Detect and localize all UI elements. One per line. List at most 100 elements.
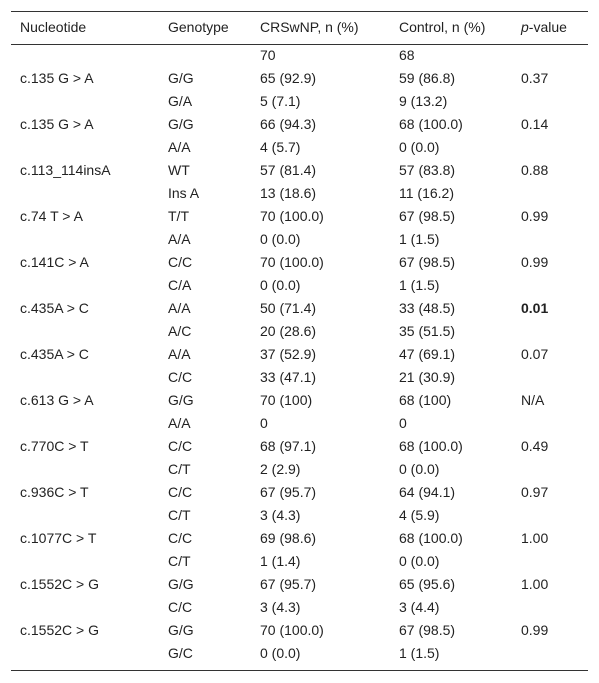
table-cell: 0 (0.0) bbox=[399, 461, 440, 477]
table-cell: 0 bbox=[399, 415, 407, 431]
table-cell: 2 (2.9) bbox=[260, 461, 301, 477]
table-cell: 20 (28.6) bbox=[260, 323, 317, 339]
table-cell: 33 (47.1) bbox=[260, 369, 317, 385]
table-cell: c.1552C > G bbox=[20, 622, 99, 638]
table-cell: C/C bbox=[168, 369, 193, 385]
table-cell: C/C bbox=[168, 438, 193, 454]
table-cell: G/G bbox=[168, 576, 194, 592]
table-cell: 1.00 bbox=[521, 576, 549, 592]
table-cell: c.113_114insA bbox=[20, 162, 111, 178]
table-cell: c.74 T > A bbox=[20, 208, 83, 224]
table-cell: c.135 G > A bbox=[20, 116, 94, 132]
table-cell: G/C bbox=[168, 645, 193, 661]
table-cell: 70 (100.0) bbox=[260, 208, 324, 224]
table-cell: 68 (100) bbox=[399, 392, 452, 408]
table-cell: G/G bbox=[168, 116, 194, 132]
table-cell: 0 (0.0) bbox=[260, 231, 301, 247]
table-cell: C/T bbox=[168, 553, 191, 569]
table-cell: 0 (0.0) bbox=[399, 553, 440, 569]
table-cell: c.435A > C bbox=[20, 346, 89, 362]
table-cell: 59 (86.8) bbox=[399, 70, 456, 86]
table-cell: c.135 G > A bbox=[20, 70, 94, 86]
table-cell: 3 (4.4) bbox=[399, 599, 440, 615]
table-cell: 68 bbox=[399, 47, 415, 63]
table-cell: 67 (98.5) bbox=[399, 208, 456, 224]
table-cell: 0.14 bbox=[521, 116, 549, 132]
header-cell: CRSwNP, n (%) bbox=[260, 19, 359, 35]
table-cell: C/A bbox=[168, 277, 192, 293]
table-cell: 65 (95.6) bbox=[399, 576, 456, 592]
table-cell: c.1077C > T bbox=[20, 530, 97, 546]
table-cell: 47 (69.1) bbox=[399, 346, 456, 362]
table-cell: G/G bbox=[168, 70, 194, 86]
table-cell: 65 (92.9) bbox=[260, 70, 317, 86]
table-cell: 0 (0.0) bbox=[399, 139, 440, 155]
table-cell: 1.00 bbox=[521, 530, 549, 546]
table-cell: 67 (95.7) bbox=[260, 576, 317, 592]
table-cell: 0.37 bbox=[521, 70, 549, 86]
table-cell: 0.99 bbox=[521, 254, 549, 270]
table-cell: C/C bbox=[168, 599, 193, 615]
table-cell: 70 (100.0) bbox=[260, 622, 324, 638]
table-cell: A/A bbox=[168, 300, 191, 316]
table-cell: 0.88 bbox=[521, 162, 549, 178]
table-cell: N/A bbox=[521, 392, 545, 408]
table-cell: 0 (0.0) bbox=[260, 645, 301, 661]
table-cell: c.613 G > A bbox=[20, 392, 94, 408]
table-cell: 1 (1.5) bbox=[399, 231, 440, 247]
table-cell: 1 (1.5) bbox=[399, 645, 440, 661]
table-cell: 0.01 bbox=[521, 300, 549, 316]
table-cell: C/T bbox=[168, 507, 191, 523]
table-cell: C/T bbox=[168, 461, 191, 477]
table-cell: c.435A > C bbox=[20, 300, 89, 316]
table-cell: 1 (1.4) bbox=[260, 553, 301, 569]
table-cell: 1 (1.5) bbox=[399, 277, 440, 293]
header-rule bbox=[11, 44, 588, 45]
table-cell: A/A bbox=[168, 346, 191, 362]
table-cell: G/G bbox=[168, 392, 194, 408]
table-cell: 0 (0.0) bbox=[260, 277, 301, 293]
table-cell: A/C bbox=[168, 323, 192, 339]
table-cell: 67 (98.5) bbox=[399, 254, 456, 270]
table-cell: 68 (97.1) bbox=[260, 438, 317, 454]
text: p bbox=[521, 19, 529, 35]
table-cell: A/A bbox=[168, 231, 191, 247]
table-cell: 21 (30.9) bbox=[399, 369, 456, 385]
table-cell: 67 (98.5) bbox=[399, 622, 456, 638]
table-cell: 57 (83.8) bbox=[399, 162, 456, 178]
table-cell: 3 (4.3) bbox=[260, 599, 301, 615]
table-cell: c.1552C > G bbox=[20, 576, 99, 592]
table-cell: c.141C > A bbox=[20, 254, 89, 270]
table-cell: c.770C > T bbox=[20, 438, 89, 454]
table-cell: 35 (51.5) bbox=[399, 323, 456, 339]
text: -value bbox=[528, 19, 567, 35]
table-cell: A/A bbox=[168, 139, 191, 155]
header-cell: p-value bbox=[521, 16, 567, 39]
table-cell: G/A bbox=[168, 93, 193, 109]
table-cell: 70 (100.0) bbox=[260, 254, 324, 270]
table-cell: 33 (48.5) bbox=[399, 300, 456, 316]
table-cell: 68 (100.0) bbox=[399, 530, 463, 546]
table-cell: 68 (100.0) bbox=[399, 116, 463, 132]
table-cell: 0 bbox=[260, 415, 268, 431]
table-cell: WT bbox=[168, 162, 190, 178]
table-cell: C/C bbox=[168, 254, 193, 270]
table-cell: 50 (71.4) bbox=[260, 300, 317, 316]
table-cell: Ins A bbox=[168, 185, 200, 201]
table-cell: 57 (81.4) bbox=[260, 162, 317, 178]
table-cell: 4 (5.9) bbox=[399, 507, 440, 523]
table-cell: C/C bbox=[168, 484, 193, 500]
table-cell: 66 (94.3) bbox=[260, 116, 317, 132]
table-cell: 0.99 bbox=[521, 622, 549, 638]
table-cell: 13 (18.6) bbox=[260, 185, 317, 201]
table-cell: 0.07 bbox=[521, 346, 549, 362]
table-cell: 0.99 bbox=[521, 208, 549, 224]
table-cell: c.936C > T bbox=[20, 484, 89, 500]
header-cell: Genotype bbox=[168, 19, 229, 35]
table-cell: 68 (100.0) bbox=[399, 438, 463, 454]
table-cell: 11 (16.2) bbox=[399, 185, 454, 201]
bottom-rule bbox=[11, 670, 588, 671]
table-cell: 70 (100) bbox=[260, 392, 313, 408]
table-cell: 5 (7.1) bbox=[260, 93, 301, 109]
